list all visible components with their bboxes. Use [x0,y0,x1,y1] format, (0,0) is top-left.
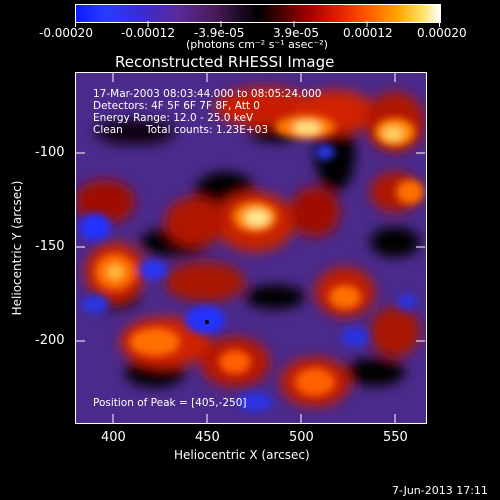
colorbar-unit-label: (photons cm⁻² s⁻¹ asec⁻²) [186,38,328,51]
annotation-counts: Total counts: 1.23E+03 [146,124,269,136]
rhessi-image [75,72,427,424]
colorbar-tick-label: -0.00012 [121,26,175,40]
axis-ticks [76,73,425,423]
x-tick-label: 450 [195,430,220,445]
annotation-method: Clean [93,124,123,136]
plot-title: Reconstructed RHESSI Image [115,53,335,71]
y-tick-label: -150 [35,239,65,254]
colorbar-ticks [75,21,440,27]
y-tick-label: -100 [35,145,65,160]
colorbar-tick-label: 3.9e-05 [273,26,320,40]
annotation-peak: Position of Peak = [405,-250] [93,397,247,409]
annotation-detectors: Detectors: 4F 5F 6F 7F 8F, Att 0 [93,100,260,112]
plot-frame [75,72,427,424]
colorbar-tick-label: 0.00020 [417,26,467,40]
colorbar [75,4,441,23]
colorbar-tick-label: -0.00020 [39,26,93,40]
annotation-energy: Energy Range: 12.0 - 25.0 keV [93,112,254,124]
x-tick-label: 400 [101,430,126,445]
y-tick-label: -200 [35,333,65,348]
x-tick-label: 500 [289,430,314,445]
annotation-time-range: 17-Mar-2003 08:03:44.000 to 08:05:24.000 [93,88,322,100]
colorbar-tick-label: 0.00012 [343,26,393,40]
y-axis-label: Heliocentric Y (arcsec) [10,180,24,316]
x-tick-label: 550 [383,430,408,445]
footer-timestamp: 7-Jun-2013 17:11 [392,484,488,497]
x-axis-label: Heliocentric X (arcsec) [174,448,310,462]
colorbar-tick-label: -3.9e-05 [194,26,245,40]
